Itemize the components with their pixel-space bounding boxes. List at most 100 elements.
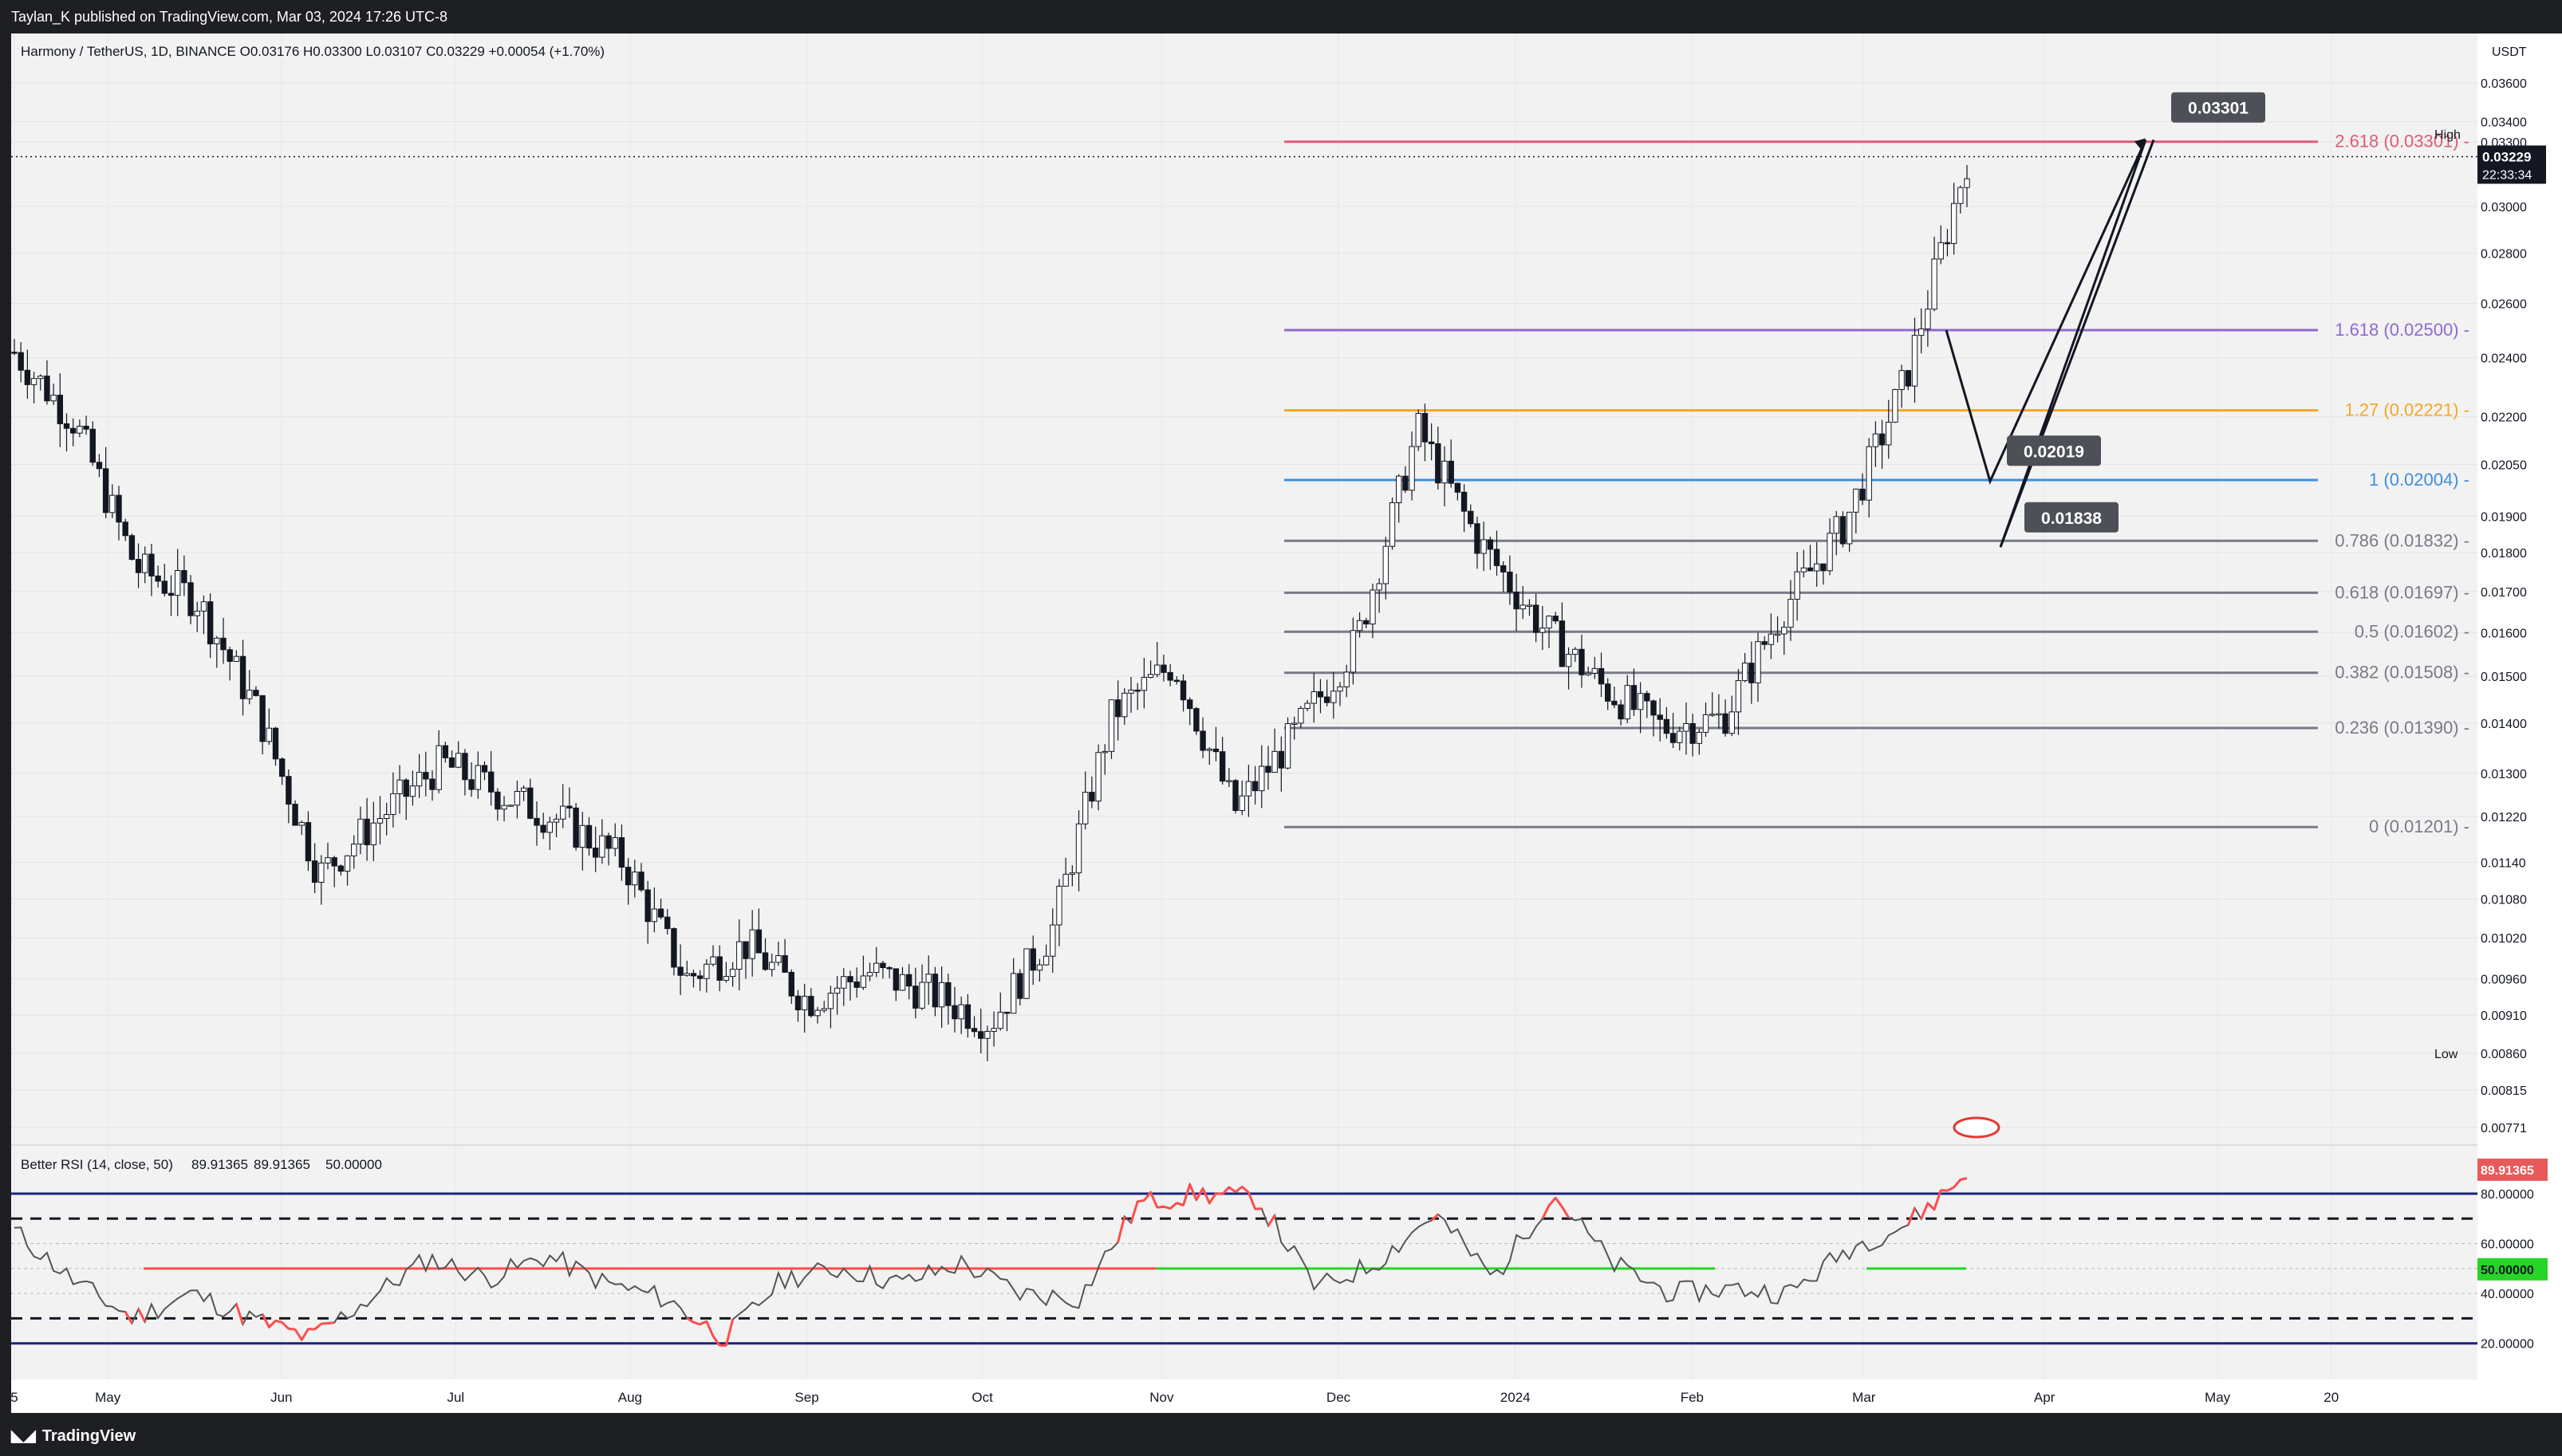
candle-up	[1787, 599, 1794, 628]
candle-up	[1239, 795, 1245, 811]
candle-down	[677, 966, 684, 976]
candle-up	[1565, 654, 1572, 667]
rsi-extreme-segment	[1163, 1205, 1171, 1210]
candle-up	[1050, 924, 1056, 957]
candle-down	[1134, 689, 1141, 692]
projection-arrowhead	[2134, 138, 2146, 150]
candle-down	[1748, 663, 1755, 683]
candle-down	[964, 1004, 972, 1029]
candle-up	[984, 1030, 991, 1039]
rsi-extreme-segment	[288, 1327, 296, 1331]
candle-up	[1950, 203, 1957, 244]
candle-up	[579, 824, 585, 848]
candle-down	[83, 425, 89, 430]
candle-up	[599, 835, 605, 858]
rsi-legend-value-red: 89.91365	[254, 1157, 310, 1172]
candle-up	[1271, 750, 1278, 773]
candle-down	[978, 1031, 984, 1039]
candle-up	[298, 822, 305, 826]
price-tick-label: 0.02400	[2481, 352, 2527, 366]
projection-label: 0.01838	[2041, 510, 2102, 528]
rsi-extreme-segment	[1235, 1186, 1244, 1194]
candle-down	[788, 971, 794, 997]
candle-up	[233, 655, 240, 662]
candle-up	[1911, 335, 1918, 387]
candle-down	[573, 807, 579, 848]
candle-up	[769, 962, 775, 970]
candle-up	[1853, 488, 1859, 513]
rsi-legend-value-green: 50.00000	[325, 1157, 382, 1172]
candle-up	[1683, 722, 1689, 732]
candle-down	[1003, 1011, 1011, 1014]
candle-down	[1402, 475, 1409, 491]
candle-down	[1669, 733, 1677, 743]
projection-label-box	[2007, 435, 2101, 466]
symbol-legend: Harmony / TetherUS, 1D, BINANCE O0.03176…	[21, 44, 605, 59]
rsi-extreme-segment	[1953, 1179, 1961, 1188]
candle-up	[729, 969, 736, 978]
candle-up	[1716, 713, 1722, 716]
candle-up	[1356, 620, 1363, 632]
candle-down	[1468, 510, 1474, 525]
candle-down	[1251, 781, 1259, 792]
candle-up	[1121, 692, 1128, 718]
candle-up	[1147, 674, 1154, 678]
candle-down	[102, 468, 109, 514]
candle-up	[1768, 633, 1775, 645]
candle-up	[1741, 663, 1748, 682]
candle-down	[18, 352, 24, 371]
candle-down	[527, 787, 534, 819]
candle-down	[481, 765, 488, 773]
price-axis-panel	[2477, 33, 2562, 1413]
candle-down	[1428, 441, 1435, 445]
time-tick-label: Sep	[794, 1390, 818, 1405]
candle-up	[174, 570, 181, 596]
candle-down	[495, 791, 501, 810]
candle-down	[1265, 765, 1271, 773]
candle-down	[1435, 443, 1441, 484]
candle-up	[37, 376, 44, 380]
rsi-extreme-segment	[1201, 1187, 1211, 1204]
rsi-extreme-segment	[693, 1320, 701, 1326]
candle-up	[723, 976, 730, 981]
candle-up	[938, 982, 945, 1008]
candle-up	[1245, 781, 1252, 797]
candle-up	[1350, 630, 1357, 673]
rsi-line	[14, 1177, 1968, 1347]
candle-up	[142, 553, 148, 573]
candle-up	[1259, 765, 1265, 792]
rsi-value-label: 89.91365	[2481, 1164, 2534, 1178]
candle-up	[1062, 873, 1069, 887]
rsi-extreme-segment	[1208, 1192, 1217, 1204]
candle-up	[1755, 641, 1761, 683]
rsi-extreme-segment	[1926, 1202, 1936, 1210]
rsi-extreme-segment	[327, 1321, 335, 1325]
candle-up	[1056, 885, 1062, 926]
candle-down	[534, 817, 540, 826]
candle-down	[1187, 699, 1193, 710]
candle-down	[1030, 948, 1036, 971]
candle-up	[390, 793, 396, 815]
candle-down	[1820, 563, 1827, 572]
candle-up	[1102, 750, 1108, 754]
candle-up	[1043, 955, 1050, 966]
candle-up	[1206, 748, 1212, 751]
candle-up	[1284, 723, 1291, 769]
rsi-extreme-segment	[1129, 1201, 1139, 1224]
rsi-tick-label: 60.00000	[2481, 1238, 2534, 1252]
candle-up	[325, 857, 331, 864]
tradingview-logo[interactable]: ◣◢ TradingView	[11, 1426, 136, 1446]
rsi-extreme-segment	[1933, 1190, 1942, 1210]
candle-down	[1474, 523, 1480, 554]
candle-up	[1304, 702, 1311, 709]
candle-down	[11, 352, 18, 354]
price-tick-label: 0.00815	[2481, 1084, 2527, 1098]
time-tick-label: Jul	[447, 1390, 464, 1405]
time-tick-label: May	[95, 1390, 121, 1405]
candle-up	[109, 494, 116, 514]
candle-up	[1964, 178, 1970, 188]
candle-down	[253, 690, 259, 696]
candle-up	[1343, 671, 1350, 687]
price-tick-label: 0.01700	[2481, 586, 2527, 600]
